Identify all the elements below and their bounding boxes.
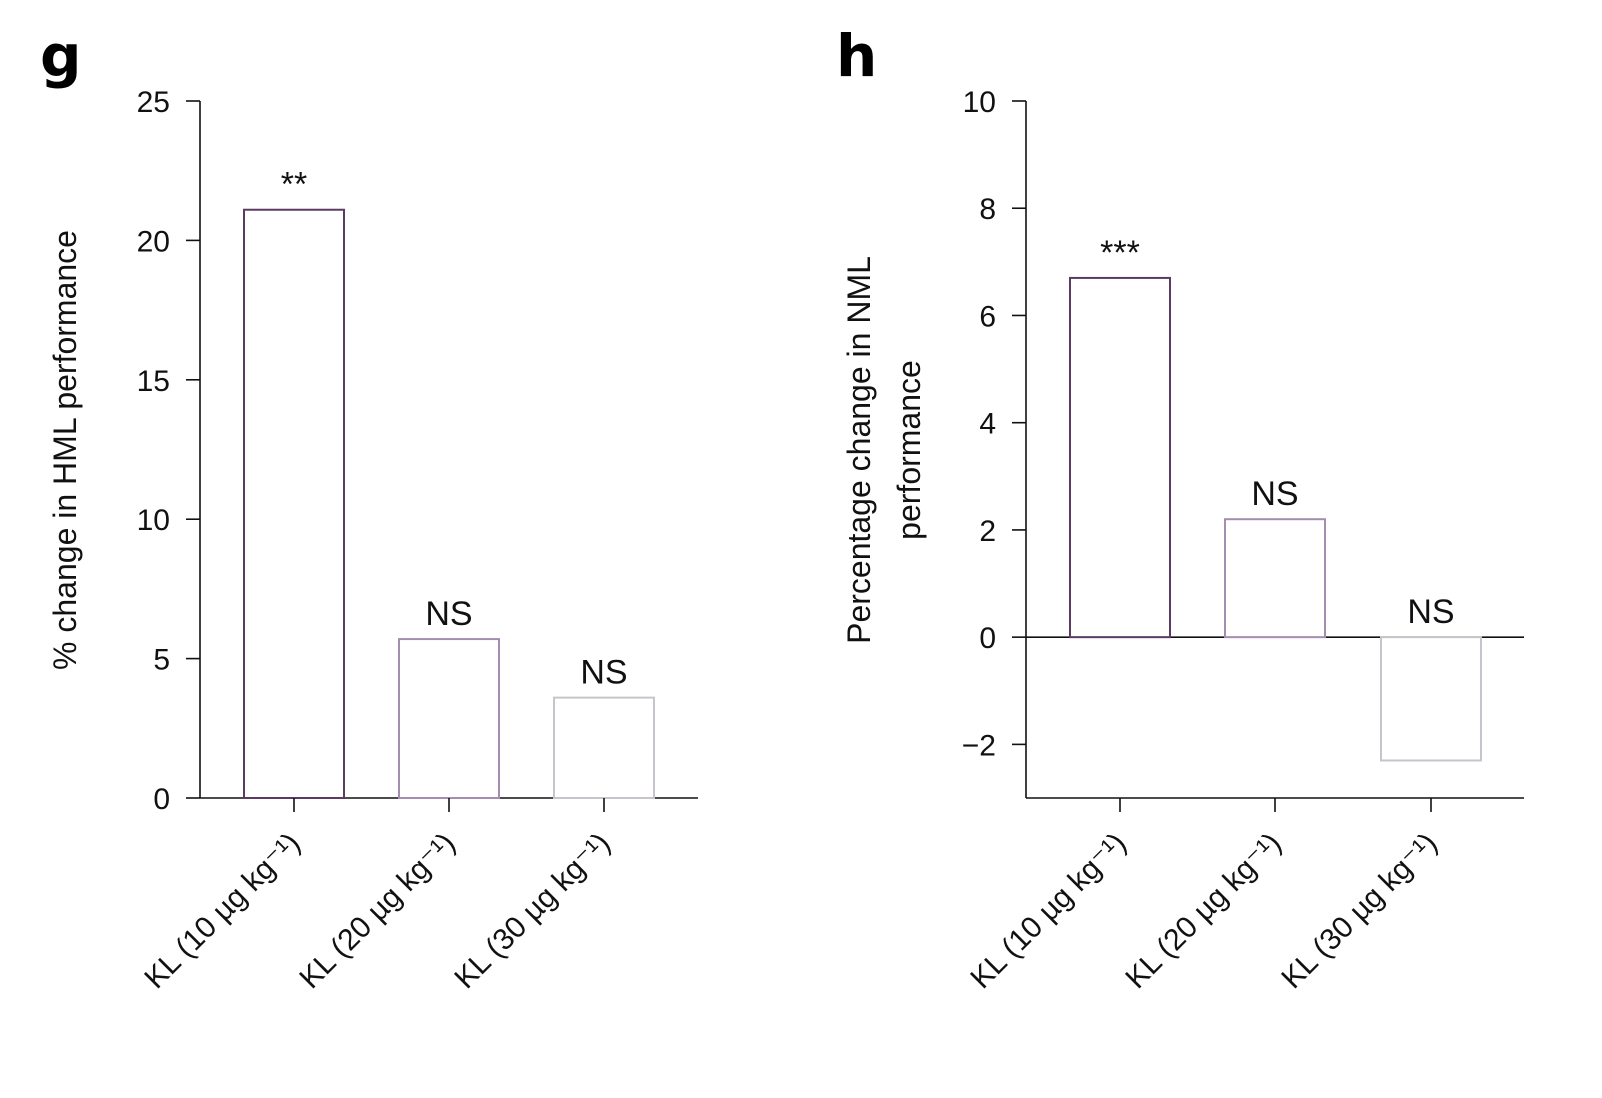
- bar-h-2: [1224, 518, 1326, 639]
- bar-h-3: [1380, 636, 1482, 762]
- y-tick-label-g: 5: [153, 644, 170, 677]
- y-tick-label-g: 20: [137, 225, 170, 258]
- y-tick-label-g: 15: [137, 365, 170, 398]
- y-tick-label-h: −2: [962, 729, 996, 762]
- y-tick-label-h: 6: [979, 300, 996, 333]
- panel-h: h −2 0 2 4 6 8 10 *** KL (10 µg kg⁻¹) NS KL (20 µg…: [836, 22, 1524, 995]
- y-tick-label-h: 8: [979, 193, 996, 226]
- x-category-label-h-1: KL (10 µg kg⁻¹): [964, 827, 1133, 996]
- x-category-label-h-3: KL (30 µg kg⁻¹): [1275, 827, 1444, 996]
- y-axis-title-g: % change in HML performance: [47, 230, 83, 670]
- y-tick-label-h: 4: [979, 408, 996, 441]
- x-category-label-g-3: KL (30 µg kg⁻¹): [448, 827, 617, 996]
- panel-letter-g: g: [40, 22, 82, 90]
- panel-letter-h: h: [836, 22, 877, 90]
- significance-label-g-3: NS: [580, 654, 627, 692]
- significance-label-g-1: **: [281, 166, 307, 204]
- chart-g-plot: 0 5 10 15 20 25 ** KL (10 µg kg⁻¹) NS KL (20 µg k…: [137, 86, 698, 995]
- y-axis-title-h-line2: performance: [891, 360, 927, 540]
- significance-label-h-2: NS: [1251, 475, 1298, 513]
- x-category-label-h-2: KL (20 µg kg⁻¹): [1119, 827, 1288, 996]
- x-category-label-g-2: KL (20 µg kg⁻¹): [293, 827, 462, 996]
- y-tick-label-g: 10: [137, 504, 170, 537]
- x-category-label-g-1: KL (10 µg kg⁻¹): [138, 827, 307, 996]
- y-tick-label-g: 25: [137, 86, 170, 119]
- y-tick-label-h: 2: [979, 515, 996, 548]
- panel-g: g 0 5 10 15 20 25 ** KL (10 µg kg⁻¹) NS KL (20 µg…: [40, 22, 698, 995]
- bar-g-3: [553, 696, 655, 800]
- bar-h-1: [1069, 276, 1171, 639]
- y-tick-label-h: 0: [979, 622, 996, 655]
- significance-label-h-3: NS: [1407, 593, 1454, 631]
- chart-h-plot: −2 0 2 4 6 8 10 *** KL (10 µg kg⁻¹) NS KL (20 µg k…: [962, 86, 1524, 995]
- significance-label-g-2: NS: [425, 595, 472, 633]
- y-axis-title-h-line1: Percentage change in NML: [841, 256, 877, 644]
- y-tick-label-h: 10: [963, 86, 996, 119]
- y-tick-label-g: 0: [153, 783, 170, 816]
- significance-label-h-1: ***: [1100, 234, 1140, 272]
- bar-g-2: [398, 638, 500, 799]
- bar-g-1: [243, 208, 345, 799]
